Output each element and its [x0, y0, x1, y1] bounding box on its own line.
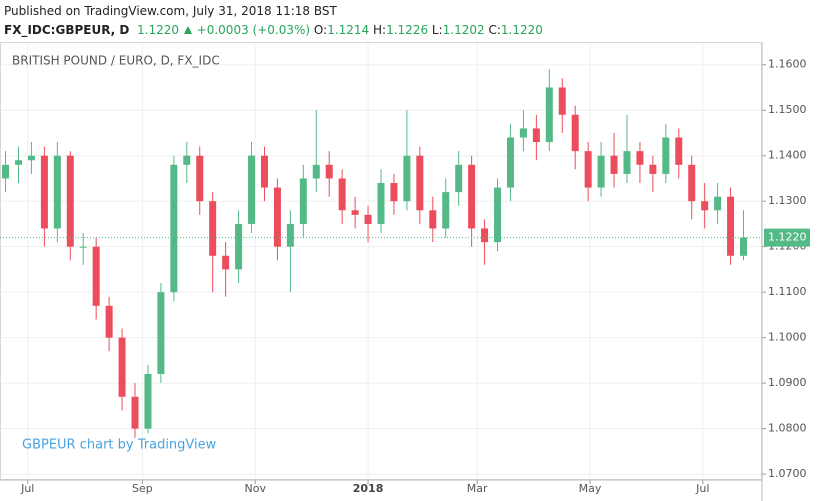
candle-body: [105, 305, 113, 338]
candle-body: [364, 214, 372, 224]
candle-body: [92, 246, 100, 306]
x-tick-label: May: [579, 482, 602, 495]
y-tick-label: 1.1100: [768, 285, 807, 298]
candle-body: [79, 246, 87, 248]
watermark: GBPEUR chart by TradingView: [22, 438, 217, 453]
candle-body: [196, 155, 204, 202]
candle-body: [53, 155, 61, 229]
candle-body: [170, 164, 178, 293]
y-tick-label: 1.1600: [768, 58, 807, 71]
ohlc-value: 1.1202: [442, 23, 485, 37]
y-tick-label: 1.0800: [768, 422, 807, 435]
candle-body: [27, 155, 35, 161]
candle-body: [519, 128, 527, 138]
last: 1.1220: [137, 23, 180, 37]
candle-body: [325, 164, 333, 179]
candle-body: [675, 137, 683, 165]
candle-body: [740, 237, 748, 256]
candle-body: [235, 223, 243, 270]
candle-body: [118, 337, 126, 397]
candle-body: [312, 164, 320, 179]
candle-body: [506, 137, 514, 188]
candle-body: [209, 201, 217, 256]
candle-body: [40, 155, 48, 229]
candle-body: [558, 87, 566, 115]
candle-body: [610, 155, 618, 174]
candle-body: [429, 210, 437, 229]
candle-body: [623, 151, 631, 174]
candle-body: [701, 201, 709, 211]
ohlc-label: H:: [373, 23, 387, 37]
candle-body: [338, 178, 346, 211]
candle-body: [649, 164, 657, 174]
candle-body: [584, 151, 592, 188]
x-tick-label: Sep: [132, 482, 153, 495]
candle-body: [390, 182, 398, 202]
candle-body: [144, 374, 152, 429]
last-price-box: [764, 228, 810, 247]
candle-body: [377, 182, 385, 224]
published: Published on TradingView.com, July 31, 2…: [4, 4, 337, 18]
candle-body: [248, 155, 256, 224]
candle-body: [131, 396, 139, 429]
up-arrow: [183, 26, 192, 34]
x-tick-label: Jul: [20, 482, 34, 495]
candle-body: [273, 187, 281, 247]
candle-body: [532, 128, 540, 143]
ohlc-value: 1.1220: [500, 23, 543, 37]
ohlc-value: 1.1214: [327, 23, 370, 37]
candle-body: [351, 210, 359, 215]
change: +0.0003 (+0.03%): [196, 23, 311, 37]
candle-body: [66, 155, 74, 247]
candle-body: [2, 164, 10, 179]
symbol: FX_IDC:GBPEUR, D: [4, 23, 130, 37]
candle-body: [494, 187, 502, 243]
candle-body: [183, 155, 191, 165]
candle-body: [597, 155, 605, 188]
candle-body: [636, 151, 644, 165]
y-tick-label: 1.1300: [768, 194, 807, 207]
candle-body: [662, 137, 670, 174]
y-tick-label: 1.0700: [768, 467, 807, 480]
candle-body: [416, 155, 424, 211]
ohlc-label: O:: [313, 23, 328, 37]
candle-body: [714, 196, 722, 211]
candle-body: [688, 164, 696, 202]
y-tick-label: 1.1500: [768, 103, 807, 116]
y-tick-label: 1.1400: [768, 149, 807, 162]
y-tick-label: 1.0900: [768, 376, 807, 389]
x-tick-label: Nov: [244, 482, 266, 495]
candle-body: [545, 87, 553, 143]
ohlc-value: 1.1226: [386, 23, 429, 37]
plot-frame: [0, 42, 762, 480]
candle-body: [157, 292, 165, 375]
candle-body: [403, 155, 411, 202]
candle-body: [468, 164, 476, 229]
x-tick-label: Mar: [467, 482, 488, 495]
chart-title: BRITISH POUND / EURO, D, FX_IDC: [12, 54, 220, 68]
x-tick-label: Jul: [695, 482, 709, 495]
ohlc-label: L:: [431, 23, 443, 37]
header: Published on TradingView.com, July 31, 2…: [4, 2, 543, 40]
y-tick-label: 1.1000: [768, 331, 807, 344]
candle-body: [442, 192, 450, 229]
ohlc-label: C:: [488, 23, 501, 37]
quote-line: FX_IDC:GBPEUR, D 1.1220 +0.0003 (+0.03%)…: [4, 21, 543, 40]
candle-body: [727, 196, 735, 256]
candle-body: [455, 164, 463, 193]
candle-body: [571, 114, 579, 152]
candle-body: [260, 155, 268, 188]
candle-body: [299, 178, 307, 224]
x-tick-label: 2018: [353, 482, 384, 495]
candle-body: [286, 223, 294, 247]
candle-body: [481, 228, 489, 243]
last-price-label: 1.1220: [768, 231, 807, 244]
candle-body: [14, 160, 22, 165]
candle-body: [222, 255, 230, 270]
